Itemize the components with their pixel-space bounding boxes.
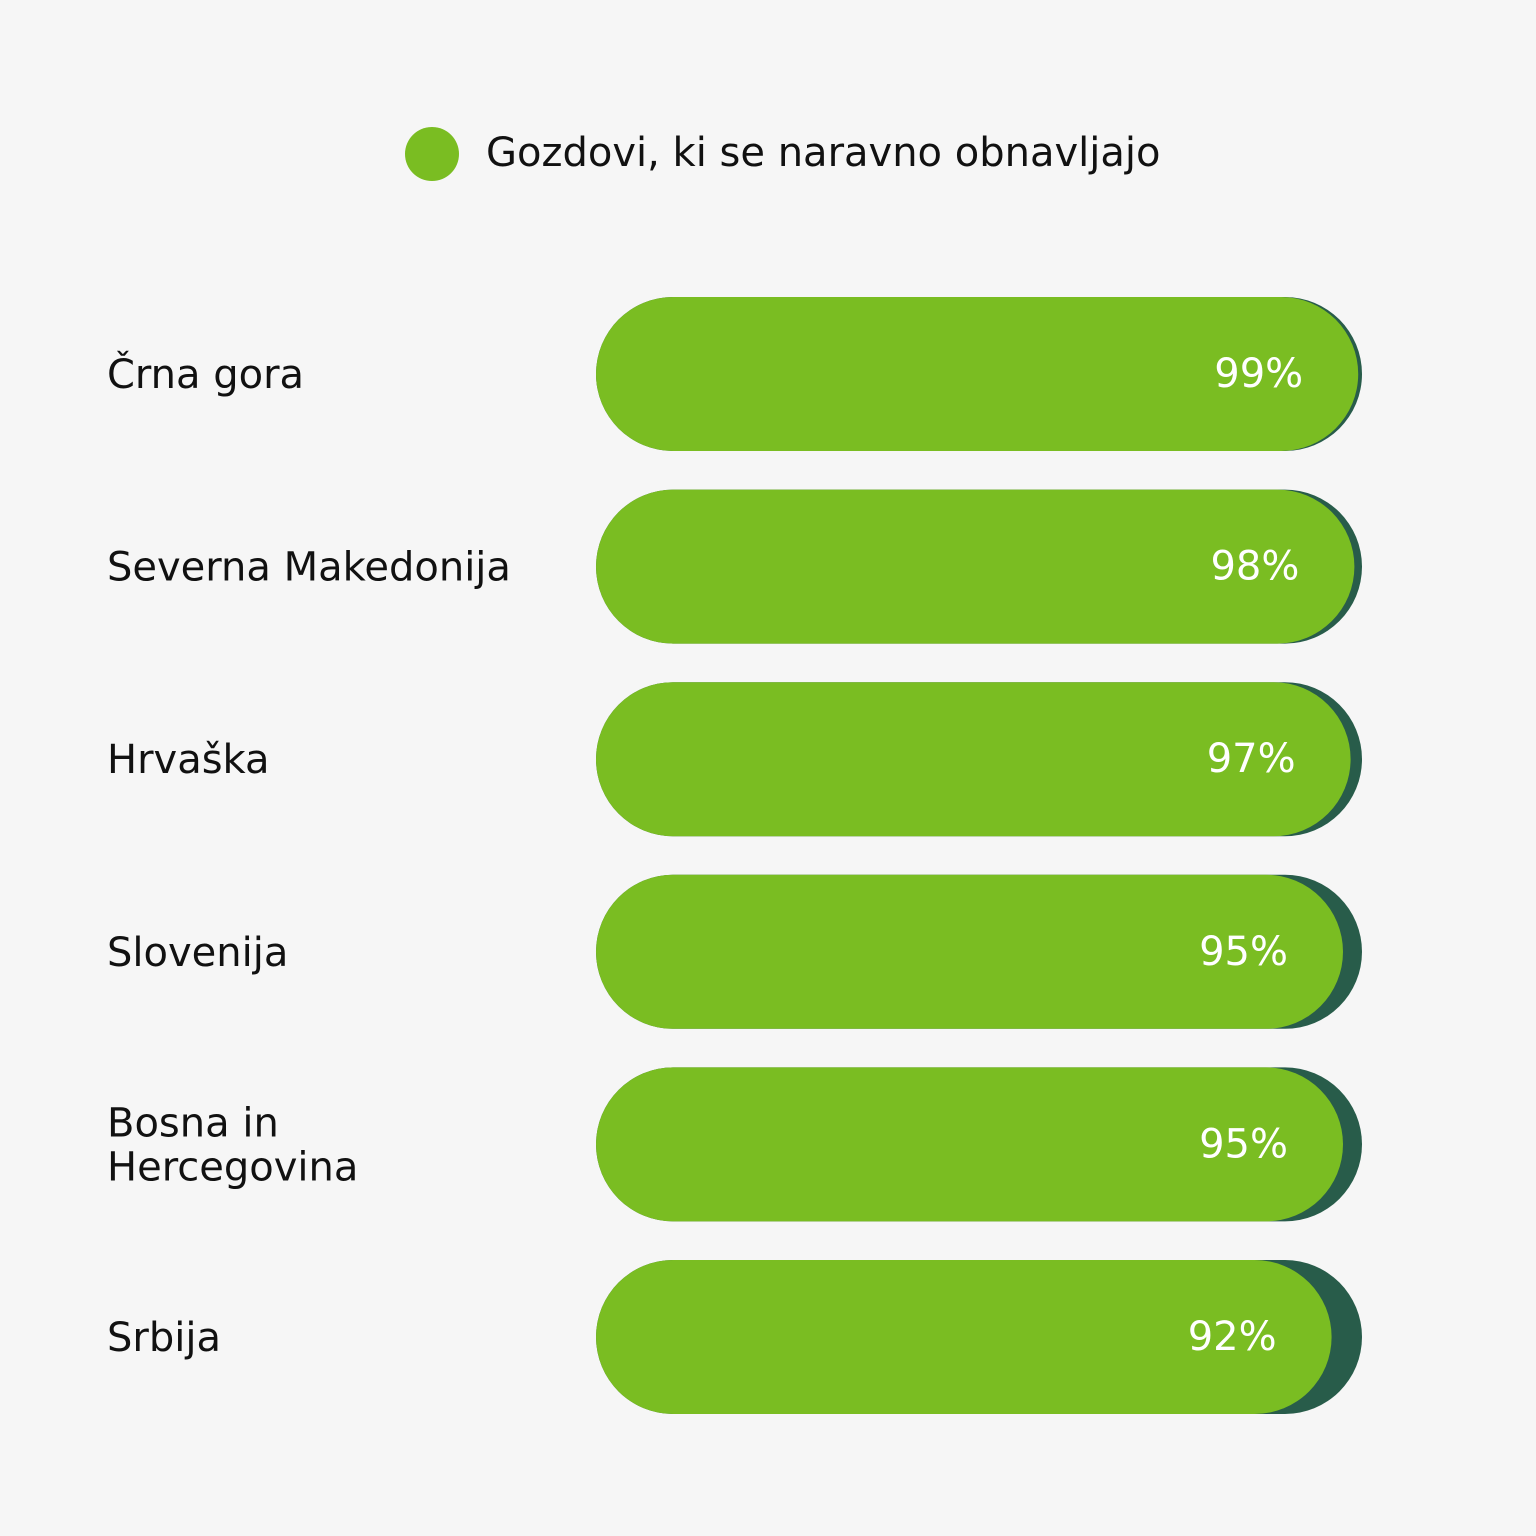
- legend: Gozdovi, ki se naravno obnavljajo: [405, 127, 1160, 181]
- bars-group: Črna gora 99% Severna Makedonija 98% Hrvaška…: [107, 297, 1362, 1414]
- value-label: 99%: [1214, 351, 1303, 397]
- bar-fill: [596, 1067, 1343, 1222]
- bar-fill: [596, 682, 1351, 837]
- category-label-line: Črna gora: [107, 350, 304, 398]
- bar-row: Slovenija 95%: [107, 874, 1362, 1029]
- bar-row: Hrvaška 97%: [107, 682, 1362, 837]
- bar-fill: [596, 297, 1359, 451]
- category-label: Slovenija: [107, 930, 288, 976]
- bar-fill: [596, 489, 1355, 644]
- category-label: Srbija: [107, 1315, 221, 1361]
- category-label-line: Hercegovina: [107, 1144, 358, 1190]
- bar-fill: [596, 1260, 1332, 1414]
- value-label: 92%: [1188, 1314, 1277, 1360]
- category-label: Bosna in Hercegovina: [107, 1100, 358, 1190]
- category-label: Črna gora: [107, 350, 304, 398]
- category-label-line: Bosna in: [107, 1100, 279, 1146]
- category-label-line: Severna Makedonija: [107, 545, 511, 591]
- value-label: 97%: [1207, 736, 1296, 782]
- bar-row: Severna Makedonija 98%: [107, 489, 1362, 644]
- category-label-line: Srbija: [107, 1315, 221, 1361]
- category-label-line: Hrvaška: [107, 737, 270, 783]
- bar-fill: [596, 874, 1343, 1029]
- legend-label: Gozdovi, ki se naravno obnavljajo: [486, 130, 1160, 176]
- bar-row: Srbija 92%: [107, 1260, 1362, 1414]
- category-label: Hrvaška: [107, 737, 270, 783]
- category-label: Severna Makedonija: [107, 545, 511, 591]
- category-label-line: Slovenija: [107, 930, 288, 976]
- bar-row: Bosna in Hercegovina 95%: [107, 1067, 1362, 1222]
- legend-marker: [405, 127, 459, 181]
- value-label: 95%: [1199, 929, 1288, 975]
- value-label: 98%: [1210, 544, 1299, 590]
- bar-row: Črna gora 99%: [107, 297, 1362, 451]
- value-label: 95%: [1199, 1121, 1288, 1167]
